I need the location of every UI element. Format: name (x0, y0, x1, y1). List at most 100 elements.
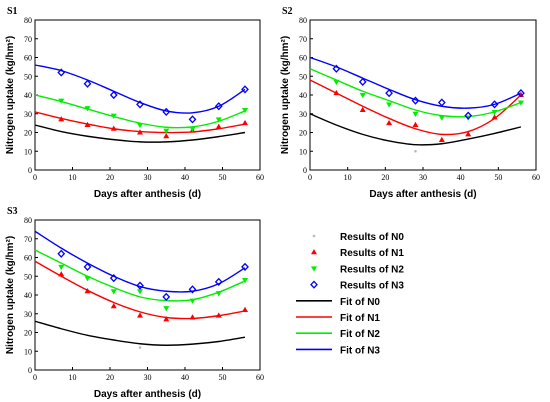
y-tick-label: 30 (299, 110, 307, 119)
panel-title: S3 (7, 206, 18, 217)
y-tick-label: 50 (299, 72, 307, 81)
y-tick-label: 80 (24, 216, 32, 225)
y-axis-label: Nitrogen uptake (kg/hm²) (5, 236, 16, 354)
y-tick-label: 30 (24, 110, 32, 119)
fit-line-n3 (34, 64, 246, 114)
x-tick-label: 30 (144, 173, 152, 182)
x-tick-label: 60 (256, 373, 264, 382)
y-tick-label: 60 (299, 54, 307, 63)
data-point-n1 (215, 312, 222, 318)
panel-s1: 0 10 20 30 40 50 60 0 10 20 30 40 50 60 70 80 S1 Days aft… (5, 6, 264, 200)
data-point-n2 (110, 113, 117, 119)
y-tick-label: 40 (24, 91, 32, 100)
legend-label: Results of N2 (340, 264, 404, 275)
data-point-n3 (464, 111, 473, 120)
x-tick-label: 50 (219, 373, 227, 382)
data-point-n3 (162, 107, 171, 117)
data-point-n3 (57, 68, 66, 77)
plot-frame (34, 19, 261, 171)
data-point-n2 (215, 291, 222, 297)
data-point-n2 (137, 123, 143, 129)
data-point-n2 (84, 106, 91, 112)
panel-s2: 0 10 20 30 40 50 60 0 10 20 30 40 50 60 70 80 S2 Days aft… (280, 6, 540, 200)
legend-marker (312, 234, 316, 238)
data-point-n1 (84, 288, 91, 294)
data-point-n1 (137, 129, 143, 135)
data-point-n1 (242, 119, 248, 126)
data-point-n3 (411, 96, 420, 105)
data-point-n1 (412, 121, 419, 127)
x-tick-label: 10 (69, 373, 77, 382)
plot-frame (309, 19, 537, 171)
data-point-n3 (517, 88, 525, 98)
y-axis-label: Nitrogen uptake (kg/hm²) (5, 36, 16, 154)
data-point-n2 (163, 306, 170, 312)
x-tick-label: 30 (144, 373, 152, 382)
x-tick-label: 40 (181, 173, 189, 182)
x-tick-label: 40 (457, 173, 465, 182)
data-point-n1 (110, 303, 117, 309)
data-point-n1 (110, 125, 117, 131)
plot-frame (34, 219, 261, 371)
legend-item-results-n2: Results of N2 (311, 264, 404, 275)
x-tick-label: 50 (494, 173, 502, 182)
data-point-n1 (359, 106, 366, 112)
data-point-n3 (214, 277, 223, 287)
data-point-n3 (385, 88, 393, 98)
y-tick-label: 20 (299, 129, 307, 138)
data-point-n3 (188, 285, 197, 294)
fit-line-n0 (34, 124, 246, 143)
data-point-n1 (491, 114, 498, 120)
panel-s3: 0 10 20 30 40 50 60 0 10 20 30 40 50 60 70 80 S3 Days aft… (5, 206, 264, 400)
data-point-n2 (242, 278, 248, 284)
data-point-n1 (84, 121, 91, 127)
data-point-n1 (58, 271, 65, 277)
fit-line-n3 (34, 230, 246, 293)
data-point-n1 (465, 131, 472, 137)
data-point-n1 (163, 316, 170, 322)
x-tick-label: 60 (256, 173, 264, 182)
data-point-n2 (386, 102, 393, 108)
data-point-n1 (58, 116, 65, 122)
y-tick-label: 0 (28, 366, 32, 375)
x-tick-label: 0 (308, 173, 312, 182)
legend-item-fit-n3: Fit of N3 (296, 345, 380, 356)
data-point-n2 (189, 126, 196, 132)
y-tick-label: 10 (299, 147, 307, 156)
legend-marker (310, 280, 318, 289)
x-tick-label: 50 (219, 173, 227, 182)
panel-title: S1 (7, 6, 18, 17)
y-tick-label: 80 (299, 16, 307, 25)
data-point-n1 (438, 136, 445, 142)
y-tick-label: 50 (24, 272, 32, 281)
x-tick-label: 40 (181, 373, 189, 382)
legend-item-fit-n1: Fit of N1 (296, 313, 380, 324)
panel-title: S2 (282, 6, 293, 17)
legend-marker (311, 249, 317, 255)
x-tick-label: 20 (381, 173, 389, 182)
data-point-n2 (215, 117, 222, 123)
data-point-n1 (242, 306, 248, 312)
legend-label: Results of N1 (340, 248, 404, 259)
y-tick-label: 60 (24, 254, 32, 263)
data-point-n3 (83, 262, 92, 272)
x-tick-label: 0 (33, 373, 37, 382)
x-tick-label: 10 (344, 173, 352, 182)
legend-item-results-n3: Results of N3 (310, 280, 404, 292)
y-tick-label: 80 (24, 16, 32, 25)
legend-label: Fit of N3 (340, 345, 380, 356)
x-tick-label: 10 (69, 173, 77, 182)
data-point-n2 (412, 111, 419, 117)
fit-line-n2 (34, 249, 246, 302)
data-point-n3 (109, 273, 118, 283)
data-point-n2 (359, 93, 366, 99)
data-point-n3 (241, 262, 249, 272)
y-tick-label: 10 (24, 147, 32, 156)
data-point-n0 (138, 346, 142, 349)
data-point-n2 (333, 79, 340, 86)
data-point-n2 (58, 98, 65, 104)
data-point-n3 (490, 100, 499, 109)
x-axis-label: Days after anthesis (d) (94, 189, 201, 200)
y-tick-label: 10 (24, 347, 32, 356)
data-point-n1 (163, 133, 170, 139)
